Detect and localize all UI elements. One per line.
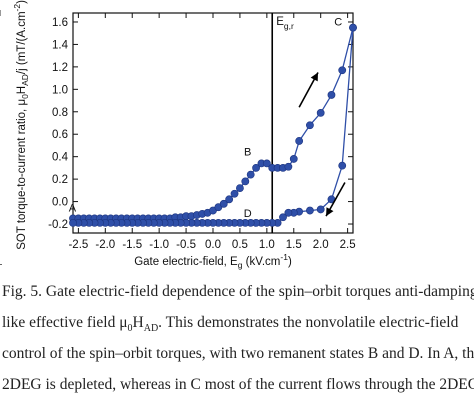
series-1-point <box>262 159 271 168</box>
series-1-point <box>225 195 234 204</box>
series-1-point <box>284 162 293 171</box>
series-1-point <box>316 108 325 117</box>
x-tick-label: -2.5 <box>68 239 88 251</box>
series-2-point <box>316 205 325 214</box>
threshold-label: Eg,r <box>276 16 294 31</box>
x-tick-label: 1.0 <box>259 239 275 251</box>
y-tick-label: 0.8 <box>52 107 68 119</box>
series-2-point <box>306 206 314 215</box>
crop-artifact-top <box>0 10 1 16</box>
series-2-point <box>69 218 77 227</box>
series-2-point <box>338 161 347 170</box>
y-axis-ticks: -0.2 0.0 0.2 0.4 0.6 0.8 1.0 1.2 1.4 1.6 <box>48 17 353 231</box>
series-2-point <box>284 208 293 217</box>
point-label-d: D <box>244 208 252 220</box>
series-1-point <box>219 199 228 208</box>
x-tick-label: 1.5 <box>286 239 302 251</box>
y-tick-label: 1.6 <box>52 17 68 29</box>
series-1-point <box>306 121 314 130</box>
y-tick-label: 1.2 <box>52 62 68 74</box>
x-tick-label: 0.0 <box>205 239 221 251</box>
x-tick-label: -2.0 <box>95 239 115 251</box>
x-tick-label: 2.5 <box>340 239 356 251</box>
y-tick-label: 1.4 <box>52 39 69 51</box>
y-tick-label: 0.2 <box>52 174 68 186</box>
y-axis-title: SOT torque-to-current ratio, μ0HAD/j (mT… <box>12 0 30 250</box>
direction-arrows <box>298 72 346 217</box>
point-label-c: C <box>334 17 342 29</box>
x-axis-ticks: -2.5 -2.0 -1.5 -1.0 -0.5 0.0 0.5 1.0 1.5 2.0 2.5 <box>68 13 356 251</box>
series-1-point <box>241 177 250 186</box>
y-tick-label: 0.6 <box>52 129 68 141</box>
series-1-point <box>252 163 260 172</box>
point-label-b: B <box>244 146 251 158</box>
chart: -2.5 -2.0 -1.5 -1.0 -0.5 0.0 0.5 1.0 1.5 2.0 2.5 -… <box>12 0 357 270</box>
x-axis-title: Gate electric-field, Eg (kV.cm-1) <box>134 252 292 270</box>
caption-line-4: 2DEG is depleted, whereas in C most of t… <box>2 376 474 393</box>
arrow-head <box>310 72 318 82</box>
caption-line-1: Fig. 5. Gate electric-field dependence o… <box>2 283 474 300</box>
y-tick-label: 0.4 <box>52 152 69 164</box>
series-1-point <box>236 184 244 193</box>
series-1-point <box>246 170 255 179</box>
point-label-a: A <box>69 202 77 214</box>
y-tick-label: 0.0 <box>52 197 68 209</box>
x-tick-label: 2.0 <box>313 239 329 251</box>
data-series <box>69 23 357 227</box>
series-1-point <box>230 189 239 198</box>
point-labels: A B C D <box>69 17 343 220</box>
series-2-point <box>349 23 357 32</box>
series-2-point <box>279 213 287 222</box>
caption-line-3: control of the spin–orbit torques, with … <box>2 345 474 362</box>
series-1-point <box>338 66 347 75</box>
x-tick-label: -1.5 <box>122 239 142 251</box>
y-tick-label: 1.0 <box>52 84 68 96</box>
series-1-point <box>295 137 304 145</box>
x-tick-label: -0.5 <box>176 239 196 251</box>
arrow-head <box>326 207 334 217</box>
y-tick-label: -0.2 <box>48 219 68 231</box>
series-1-point <box>327 91 336 99</box>
series-1-point <box>289 155 298 163</box>
x-tick-label: -1.0 <box>149 239 169 251</box>
caption-line-2: like effective field μ0HAD. This demonst… <box>2 314 459 335</box>
x-tick-label: 0.5 <box>232 239 248 251</box>
crop-artifact-left <box>0 264 2 265</box>
